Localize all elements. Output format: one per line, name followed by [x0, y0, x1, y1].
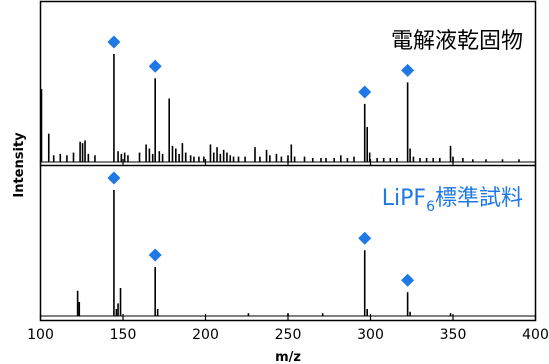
peak-marker [401, 273, 415, 287]
panel-bottom [40, 171, 536, 317]
peak-marker [401, 63, 415, 77]
x-tick-label: 100 [27, 327, 54, 343]
peak-marker [358, 231, 372, 245]
x-tick-label: 200 [192, 327, 219, 343]
x-tick-label: 300 [357, 327, 384, 343]
peak-marker [358, 85, 372, 99]
x-tick-labels: 100 150 200 250 300 350 400 [27, 327, 549, 343]
x-tick-label: 400 [522, 327, 549, 343]
peak-marker [107, 171, 121, 185]
y-axis-title: Intensity [12, 132, 27, 198]
peak-marker [107, 35, 121, 49]
peak-marker [148, 248, 162, 262]
peak-marker [148, 59, 162, 73]
panel-top [40, 35, 536, 163]
panel-top-label: 電解液乾固物 [391, 29, 523, 54]
x-axis-title: m/z [275, 350, 301, 364]
x-tick-label: 350 [440, 327, 467, 343]
x-tick-label: 150 [110, 327, 137, 343]
panel-bottom-label: LiPF6標準試料 [382, 186, 523, 215]
x-tick-label: 250 [275, 327, 302, 343]
